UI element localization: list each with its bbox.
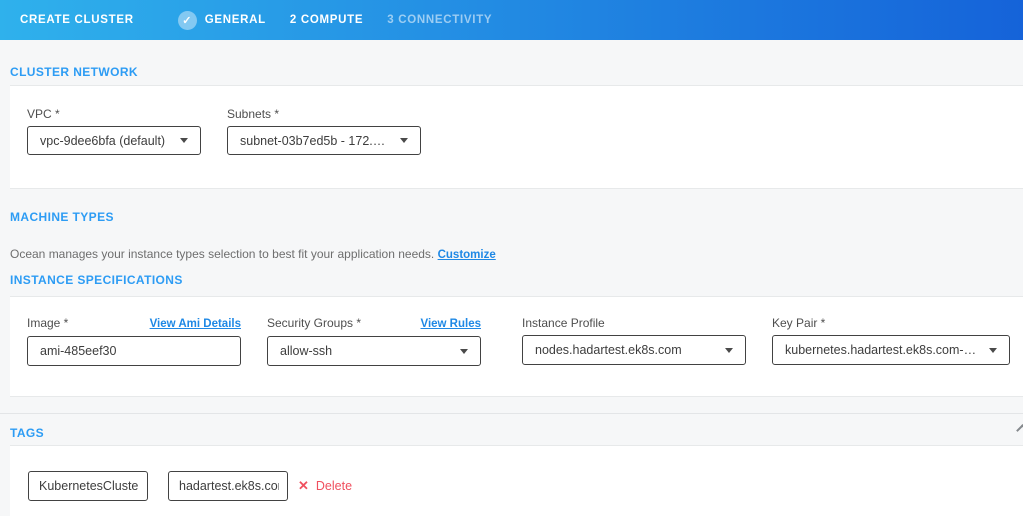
security-groups-selected-value: allow-ssh: [280, 344, 333, 358]
page-title: CREATE CLUSTER: [20, 14, 134, 26]
vpc-selected-value: vpc-9dee6bfa (default): [40, 133, 166, 148]
tab-general-label: GENERAL: [204, 14, 266, 26]
tag-row: ✕ Delete: [28, 471, 1023, 501]
key-pair-label: Key Pair *: [772, 316, 826, 330]
subnets-selected-value: subnet-03b7ed5b - 172.31.0.0/20 ...: [240, 133, 392, 148]
vpc-label: VPC *: [27, 107, 60, 121]
section-title-machine-types: MACHINE TYPES: [10, 210, 114, 224]
caret-down-icon: [460, 348, 468, 354]
machine-types-description: Ocean manages your instance types select…: [10, 248, 1023, 261]
view-rules-link[interactable]: View Rules: [420, 318, 481, 330]
image-label-row: Image * View Ami Details: [27, 317, 241, 330]
tab-compute-label: 2 COMPUTE: [289, 14, 364, 26]
key-pair-selected-value: kubernetes.hadartest.ek8s.com-39:84:a5:9…: [785, 343, 981, 357]
tag-key-input[interactable]: [28, 471, 148, 501]
delete-tag-label: Delete: [315, 479, 353, 493]
tab-connectivity[interactable]: 3 CONNECTIVITY: [387, 14, 492, 26]
instance-profile-label: Instance Profile: [522, 316, 605, 330]
vpc-select[interactable]: vpc-9dee6bfa (default): [27, 126, 201, 155]
security-groups-label-row: Security Groups * View Rules: [267, 317, 481, 330]
section-title-instance-specifications: INSTANCE SPECIFICATIONS: [10, 273, 183, 287]
key-pair-label-row: Key Pair *: [772, 317, 1010, 329]
security-groups-field: Security Groups * View Rules allow-ssh: [267, 317, 481, 396]
caret-down-icon: [989, 347, 997, 353]
machine-types-description-text: Ocean manages your instance types select…: [10, 247, 435, 261]
customize-link[interactable]: Customize: [437, 249, 496, 261]
security-groups-label: Security Groups *: [267, 316, 362, 330]
image-field: Image * View Ami Details: [27, 317, 241, 396]
security-groups-select[interactable]: allow-ssh: [267, 336, 481, 366]
wizard-steps: ✓ GENERAL 2 COMPUTE 3 CONNECTIVITY: [154, 10, 493, 30]
section-title-tags: TAGS: [10, 426, 45, 440]
vpc-field: VPC * vpc-9dee6bfa (default): [27, 108, 201, 188]
check-icon: ✓: [182, 14, 193, 27]
tags-section-divider: [0, 413, 1023, 414]
image-input[interactable]: [27, 336, 241, 366]
subnets-select[interactable]: subnet-03b7ed5b - 172.31.0.0/20 ...: [227, 126, 421, 155]
delete-x-icon: ✕: [298, 478, 309, 493]
wizard-topbar: CREATE CLUSTER ✓ GENERAL 2 COMPUTE 3 CON…: [0, 0, 1023, 40]
key-pair-field: Key Pair * kubernetes.hadartest.ek8s.com…: [772, 317, 1010, 396]
image-label: Image *: [27, 316, 69, 330]
cluster-network-card: VPC * vpc-9dee6bfa (default) Subnets * s…: [10, 85, 1023, 189]
check-circle-icon: ✓: [177, 10, 197, 30]
caret-down-icon: [180, 138, 188, 143]
caret-down-icon: [725, 347, 733, 353]
delete-tag-button[interactable]: ✕ Delete: [298, 478, 352, 494]
tab-compute[interactable]: 2 COMPUTE: [290, 14, 363, 26]
section-title-cluster-network: CLUSTER NETWORK: [10, 65, 138, 79]
instance-profile-select[interactable]: nodes.hadartest.ek8s.com: [522, 335, 746, 365]
subnets-label: Subnets *: [227, 107, 280, 121]
instance-profile-field: Instance Profile nodes.hadartest.ek8s.co…: [522, 317, 746, 396]
instance-profile-label-row: Instance Profile: [522, 317, 746, 329]
tags-card: ✕ Delete: [10, 445, 1023, 516]
caret-down-icon: [400, 138, 408, 143]
subnets-field: Subnets * subnet-03b7ed5b - 172.31.0.0/2…: [227, 108, 421, 188]
view-ami-details-link[interactable]: View Ami Details: [149, 318, 241, 330]
tab-connectivity-label: 3 CONNECTIVITY: [387, 14, 493, 26]
instance-specifications-card: Image * View Ami Details Security Groups…: [10, 296, 1023, 397]
instance-profile-selected-value: nodes.hadartest.ek8s.com: [535, 343, 682, 357]
tab-general[interactable]: ✓ GENERAL: [177, 10, 266, 30]
key-pair-select[interactable]: kubernetes.hadartest.ek8s.com-39:84:a5:9…: [772, 335, 1010, 365]
tag-value-input[interactable]: [168, 471, 288, 501]
